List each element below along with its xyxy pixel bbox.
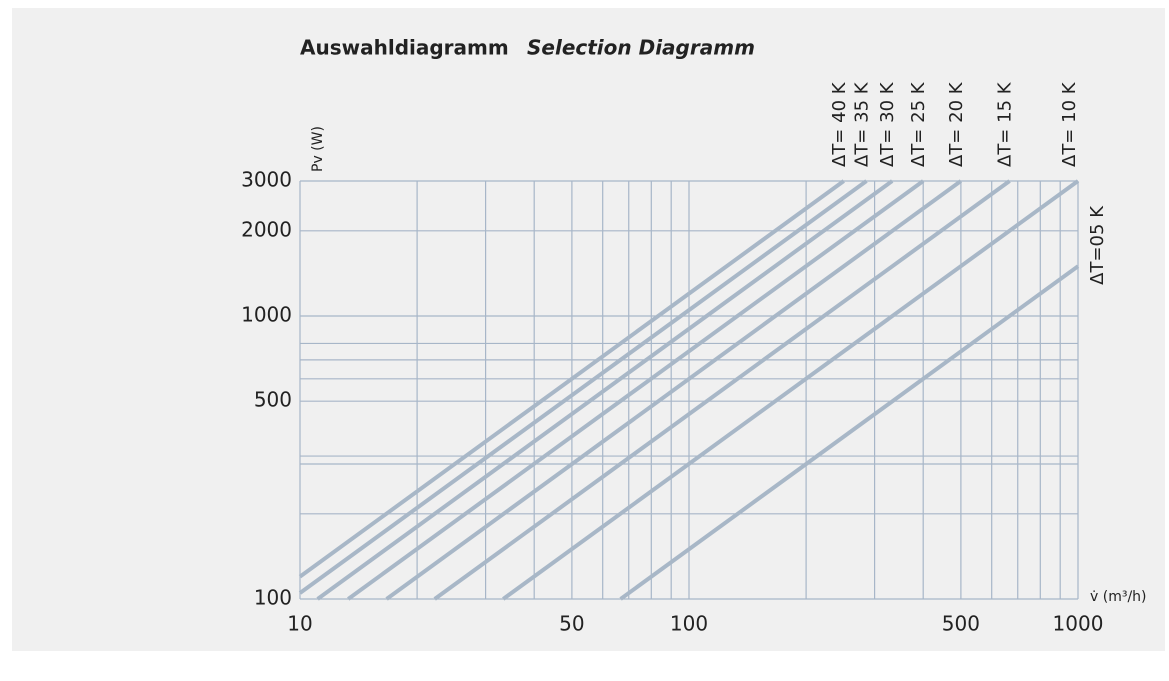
y-axis-label: Pv (W)	[310, 126, 326, 172]
chart-title: Auswahldiagramm	[300, 36, 509, 60]
series-line	[619, 264, 1080, 601]
series-line	[347, 179, 925, 601]
series-label: ΔT= 10 K	[1059, 81, 1080, 167]
x-tick-label: 10	[287, 612, 312, 636]
series-line	[433, 179, 1011, 601]
x-tick-label: 50	[559, 612, 584, 636]
chart-subtitle: Selection Diagramm	[527, 36, 755, 60]
x-tick-label: 500	[942, 612, 980, 636]
series-line	[316, 179, 894, 601]
x-tick-label: 100	[670, 612, 708, 636]
y-tick-label: 500	[254, 388, 292, 412]
series-label: ΔT= 15 K	[995, 81, 1016, 167]
series-label: ΔT= 25 K	[908, 81, 929, 167]
series-label: ΔT= 35 K	[852, 81, 873, 167]
series-line	[298, 179, 868, 595]
y-tick-label: 100	[254, 586, 292, 610]
series-line	[298, 179, 845, 579]
series-line	[502, 179, 1080, 601]
panel	[12, 8, 1165, 651]
y-tick-label: 1000	[241, 303, 292, 327]
x-axis-label: v̇ (m³/h)	[1090, 589, 1147, 605]
series-label: ΔT= 30 K	[877, 81, 898, 167]
y-tick-label: 2000	[241, 217, 292, 241]
series-label: ΔT= 20 K	[946, 81, 967, 167]
series-label: ΔT= 40 K	[829, 81, 850, 167]
series-label: ΔT=05 K	[1087, 205, 1108, 285]
series-line	[385, 179, 963, 601]
y-tick-label: 3000	[241, 168, 292, 192]
x-tick-label: 1000	[1053, 612, 1104, 636]
